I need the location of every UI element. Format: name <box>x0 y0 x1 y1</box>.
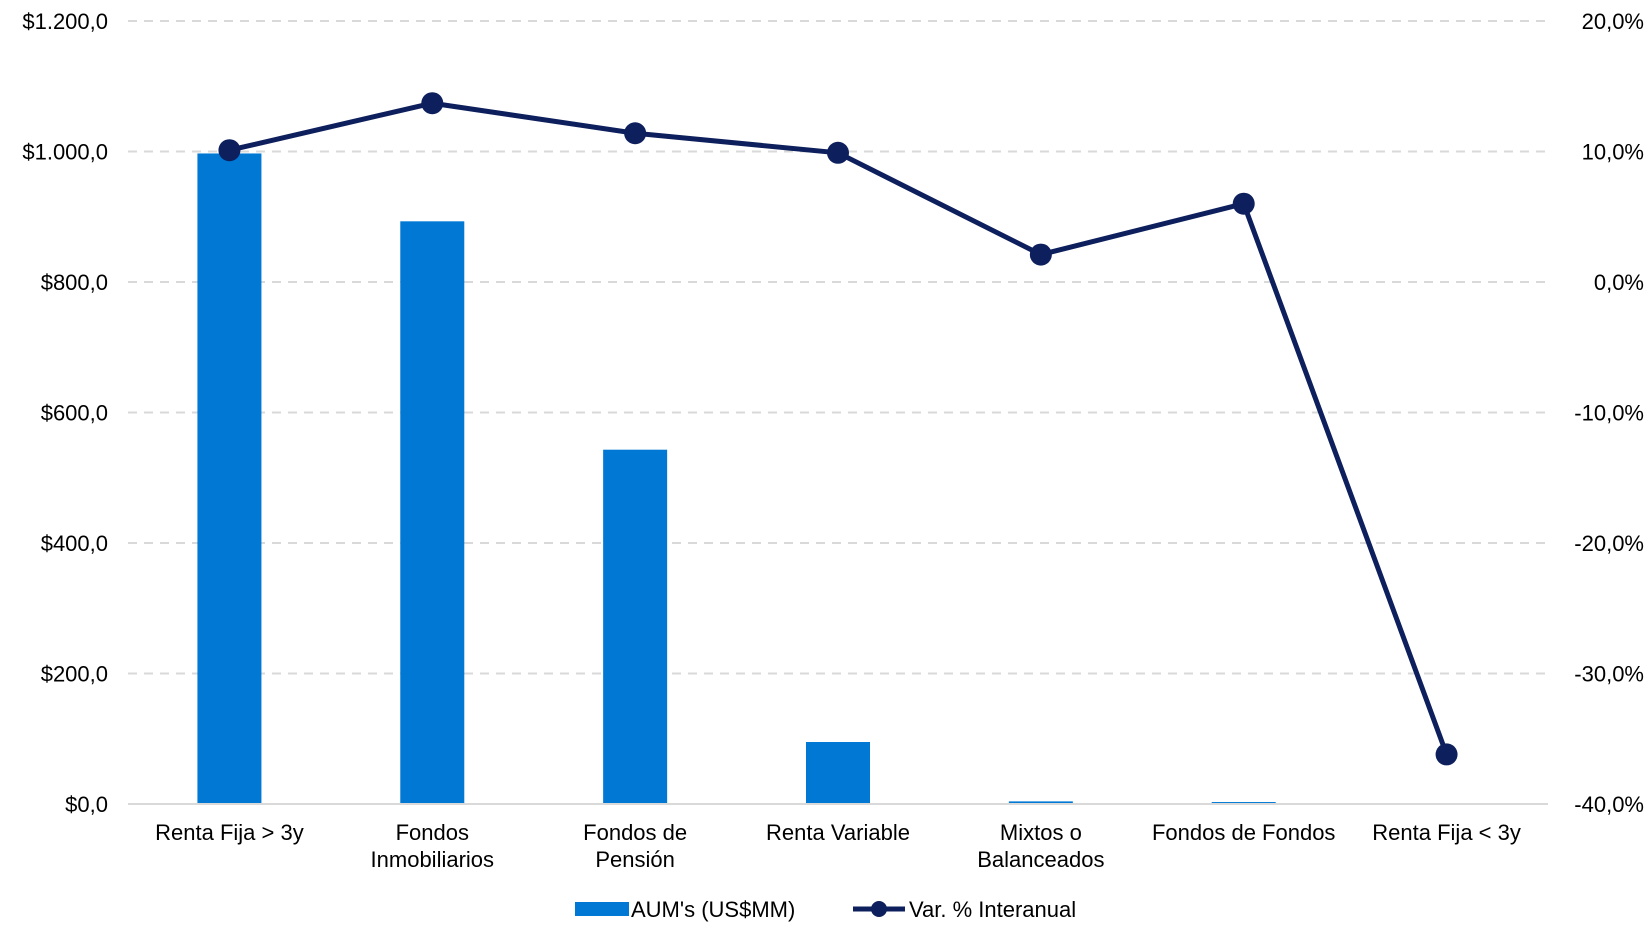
y-left-tick-label: $600,0 <box>41 401 108 426</box>
x-tick-label: Fondos Inmobiliarios <box>371 820 495 872</box>
x-tick-label: Renta Fija > 3y <box>155 820 304 845</box>
y-right-tick-label: 0,0% <box>1594 270 1644 295</box>
x-tick-label: Fondos de Pensión <box>583 820 687 872</box>
y-right-tick-label: 10,0% <box>1582 140 1644 165</box>
x-tick-label: Fondos de Fondos <box>1152 820 1335 845</box>
line-point <box>1232 192 1255 215</box>
y-right-tick-label: -10,0% <box>1574 401 1644 426</box>
y-left-tick-label: $800,0 <box>41 270 108 295</box>
bar <box>400 221 465 804</box>
x-tick-label: Mixtos o Balanceados <box>977 820 1104 872</box>
y-left-tick-label: $0,0 <box>65 792 108 817</box>
legend-label-bar: AUM's (US$MM) <box>631 897 795 922</box>
line-point <box>624 122 647 145</box>
x-tick-label: Renta Variable <box>766 820 910 845</box>
legend-swatch-marker <box>871 901 887 917</box>
y-left-tick-label: $1.000,0 <box>22 140 108 165</box>
y-right-tick-label: -40,0% <box>1574 792 1644 817</box>
gridlines <box>128 20 1548 675</box>
bar <box>1008 801 1073 804</box>
line-series <box>218 92 1458 766</box>
line-point <box>218 139 241 162</box>
y-right-tick-label: 20,0% <box>1582 9 1644 34</box>
bar <box>806 742 870 804</box>
line-point <box>421 92 444 115</box>
y-right-tick-label: -30,0% <box>1574 662 1644 687</box>
line-point <box>1435 743 1458 766</box>
bar-series <box>197 153 1479 804</box>
y-left-tick-label: $200,0 <box>41 662 108 687</box>
legend-label-line: Var. % Interanual <box>909 897 1076 922</box>
x-tick-label: Renta Fija < 3y <box>1372 820 1521 845</box>
bar <box>197 153 262 804</box>
line-point <box>1029 243 1052 266</box>
bar <box>603 449 668 804</box>
legend-swatch-bar <box>575 902 629 916</box>
y-left-tick-label: $1.200,0 <box>22 9 108 34</box>
axes: $0,0 $200,0 $400,0 $600,0 $800,0 $1.000,0 $1.2… <box>22 9 1644 872</box>
line-point <box>827 141 849 164</box>
y-right-tick-label: -20,0% <box>1574 531 1644 556</box>
legend: AUM's (US$MM) Var. % Interanual <box>575 897 1076 922</box>
y-left-tick-label: $400,0 <box>41 531 108 556</box>
